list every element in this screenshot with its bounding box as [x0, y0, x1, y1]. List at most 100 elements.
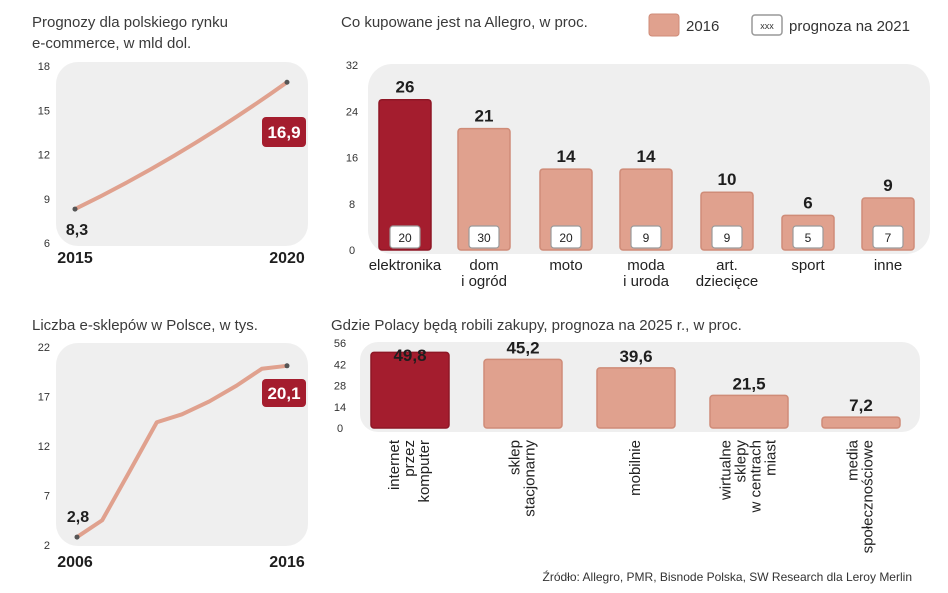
category-label: społecznościowe	[860, 440, 877, 553]
y-tick-label: 14	[334, 402, 346, 414]
eshops-chart: Liczba e-sklepów w Polsce, w tys. 2 7 12 17 2…	[32, 317, 308, 571]
bar-value-label: 10	[718, 170, 737, 189]
allegro-chart: Co kupowane jest na Allegro, w proc. 2016…	[341, 13, 930, 290]
forecast-box	[872, 225, 904, 249]
category-label: art.	[716, 257, 738, 274]
category-label: moto	[549, 257, 582, 274]
legend-forecast-box	[751, 14, 783, 36]
bar-value-label: 14	[637, 147, 656, 166]
forecast-box	[550, 225, 582, 249]
y-tick-label: 28	[334, 381, 346, 393]
x-tick-label: 2015	[57, 250, 93, 267]
x-tick-label: 2006	[57, 554, 93, 571]
chart-title-line-1: Prognozy dla polskiego rynku	[32, 14, 228, 31]
forecast-box	[389, 225, 421, 249]
bar	[483, 358, 563, 429]
bar-value-label: 45,2	[506, 338, 539, 357]
data-point	[284, 363, 290, 369]
category-label: przez	[401, 440, 418, 477]
y-tick-label: 32	[346, 60, 358, 72]
series-line	[73, 80, 289, 212]
legend-forecast-box-text: xxx	[760, 21, 774, 31]
forecast-box	[468, 225, 500, 249]
legend-swatch-2016	[648, 13, 680, 37]
category-label: i ogród	[461, 273, 507, 290]
plot-background	[56, 343, 308, 546]
chart-title-line-2: e-commerce, w mld dol.	[32, 35, 191, 52]
category-label: stacjonarny	[522, 440, 539, 517]
category-label: internet	[386, 439, 403, 490]
end-value-label: 20,1	[267, 384, 300, 403]
y-tick-label: 15	[38, 105, 50, 117]
y-tick-label: 0	[337, 423, 343, 435]
end-value-badge	[262, 117, 306, 147]
y-tick-label: 8	[349, 199, 355, 211]
y-tick-label: 2	[44, 540, 50, 552]
bar-value-label: 39,6	[619, 347, 652, 366]
category-label: w centrach	[748, 440, 765, 514]
bar	[370, 351, 450, 429]
x-tick-label: 2020	[269, 250, 305, 267]
bar-value-label: 21,5	[732, 374, 765, 393]
y-tick-label: 42	[334, 359, 346, 371]
category-label: dom	[469, 257, 498, 274]
forecast-value-label: 30	[477, 231, 491, 245]
y-tick-label: 9	[44, 194, 50, 206]
forecast-value-label: 5	[805, 231, 812, 245]
bar-value-label: 14	[557, 147, 576, 166]
bar	[378, 98, 432, 251]
end-value-badge	[262, 379, 306, 407]
y-tick-label: 17	[38, 392, 50, 404]
forecast-value-label: 9	[724, 231, 731, 245]
bar-value-label: 7,2	[849, 396, 873, 415]
forecast-box	[711, 225, 743, 249]
bar	[709, 394, 789, 429]
bar-value-label: 6	[803, 193, 812, 212]
bar-value-label: 21	[475, 107, 494, 126]
chart-title: Gdzie Polacy będą robili zakupy, prognoz…	[331, 317, 742, 334]
category-label: mobilnie	[627, 440, 644, 496]
bar	[457, 127, 511, 251]
forecast-value-label: 7	[885, 231, 892, 245]
category-label: elektronika	[369, 257, 442, 274]
end-value-label: 16,9	[267, 123, 300, 142]
forecast-value-label: 9	[643, 231, 650, 245]
bar-value-label: 26	[396, 78, 415, 97]
y-tick-label: 16	[346, 153, 358, 165]
category-label: komputer	[416, 440, 433, 503]
start-value-label: 8,3	[66, 222, 88, 239]
category-label: sport	[791, 257, 825, 274]
category-label: miast	[763, 439, 780, 476]
ecommerce-chart: Prognozy dla polskiego rynku e-commerce, …	[32, 14, 308, 267]
bar	[821, 416, 901, 429]
source-note: Źródło: Allegro, PMR, Bisnode Polska, SW…	[543, 569, 913, 584]
bar	[596, 367, 676, 429]
y-tick-label: 7	[44, 491, 50, 503]
data-point	[74, 534, 80, 540]
y-tick-label: 24	[346, 106, 358, 118]
y-tick-label: 0	[349, 245, 355, 257]
chart-title: Liczba e-sklepów w Polsce, w tys.	[32, 317, 258, 334]
forecast-value-label: 20	[398, 231, 412, 245]
category-label: inne	[874, 257, 902, 274]
category-label: moda	[627, 257, 665, 274]
data-point	[284, 79, 290, 85]
start-value-label: 2,8	[67, 509, 89, 526]
y-tick-label: 18	[38, 61, 50, 73]
bar-value-label: 49,8	[393, 346, 426, 365]
forecast-box	[630, 225, 662, 249]
forecast-box	[792, 225, 824, 249]
forecast-value-label: 20	[559, 231, 573, 245]
category-label: wirtualne	[718, 440, 735, 501]
chart-title: Co kupowane jest na Allegro, w proc.	[341, 14, 588, 31]
legend-label-2016: 2016	[686, 18, 719, 35]
data-point	[72, 206, 78, 212]
y-tick-label: 12	[38, 150, 50, 162]
series-line	[75, 363, 289, 540]
category-label: sklepy	[733, 440, 750, 483]
legend-label-forecast: prognoza na 2021	[789, 18, 910, 35]
y-tick-label: 12	[38, 441, 50, 453]
category-label: dziecięce	[696, 273, 759, 290]
bar-value-label: 9	[883, 176, 892, 195]
